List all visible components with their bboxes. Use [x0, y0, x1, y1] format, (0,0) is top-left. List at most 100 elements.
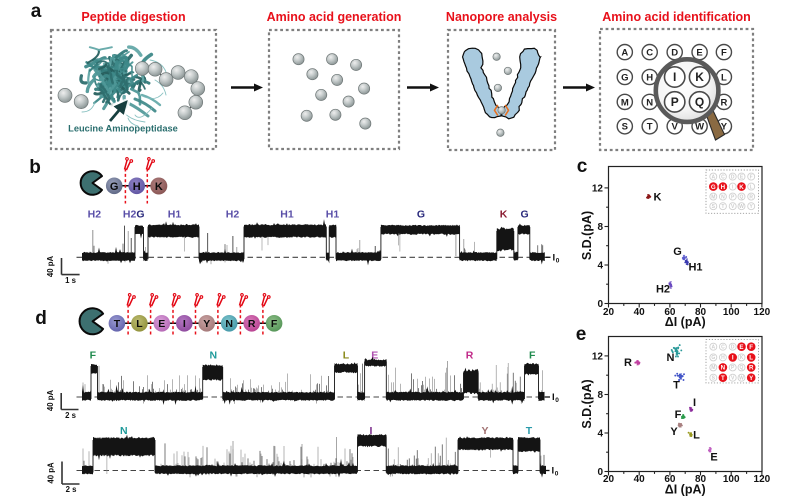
svg-text:E: E	[740, 174, 744, 180]
svg-text:H2: H2	[656, 284, 670, 296]
svg-text:M: M	[621, 97, 629, 108]
svg-text:Amino acid generation: Amino acid generation	[267, 10, 402, 24]
svg-text:D: D	[731, 345, 735, 351]
svg-text:W: W	[739, 204, 744, 210]
svg-text:H2G: H2G	[123, 208, 145, 220]
svg-text:A: A	[621, 48, 628, 59]
svg-text:Q: Q	[695, 95, 704, 109]
svg-text:I: I	[553, 252, 556, 263]
svg-text:H: H	[646, 72, 653, 83]
svg-text:T: T	[114, 318, 121, 330]
svg-text:G: G	[521, 208, 529, 220]
svg-text:Leucine Aminopeptidase: Leucine Aminopeptidase	[68, 124, 178, 134]
svg-text:G: G	[673, 246, 682, 258]
svg-text:S: S	[712, 376, 716, 382]
svg-text:120: 120	[754, 307, 771, 318]
svg-text:ΔI (pA): ΔI (pA)	[665, 315, 706, 329]
svg-text:H1: H1	[280, 208, 294, 220]
svg-text:E: E	[739, 344, 743, 351]
svg-text:M: M	[711, 365, 715, 371]
svg-text:G: G	[711, 184, 716, 191]
svg-text:ΔI (pA): ΔI (pA)	[665, 483, 706, 497]
svg-text:C: C	[721, 345, 725, 351]
svg-text:G: G	[711, 355, 715, 361]
svg-text:N: N	[225, 318, 233, 330]
svg-text:8: 8	[597, 390, 603, 401]
svg-text:S: S	[712, 204, 716, 210]
svg-text:K: K	[695, 70, 704, 84]
svg-text:T: T	[721, 204, 724, 210]
svg-text:N: N	[667, 352, 675, 364]
svg-text:Q: Q	[740, 365, 744, 371]
svg-text:F: F	[529, 350, 536, 362]
svg-text:120: 120	[754, 474, 771, 485]
svg-text:H2: H2	[226, 208, 240, 220]
svg-text:80: 80	[695, 474, 707, 485]
svg-text:R: R	[720, 97, 727, 108]
svg-text:H: H	[721, 184, 726, 191]
svg-text:0: 0	[555, 471, 559, 478]
svg-text:0: 0	[556, 257, 560, 264]
svg-text:Y: Y	[721, 122, 728, 133]
svg-text:W: W	[739, 376, 744, 382]
svg-text:N: N	[721, 194, 725, 200]
svg-text:H: H	[721, 355, 725, 361]
svg-text:F: F	[721, 48, 727, 59]
svg-text:R: R	[624, 357, 632, 369]
svg-text:V: V	[731, 376, 735, 382]
svg-text:K: K	[155, 181, 163, 193]
svg-text:M: M	[711, 194, 715, 200]
svg-text:L: L	[750, 184, 753, 190]
svg-text:T: T	[721, 375, 725, 382]
svg-text:P: P	[731, 194, 735, 200]
svg-text:I: I	[732, 355, 734, 362]
svg-text:F: F	[675, 409, 682, 421]
svg-text:T: T	[673, 380, 680, 392]
svg-text:H2: H2	[88, 208, 102, 220]
svg-text:4: 4	[597, 429, 603, 440]
svg-text:40 pA: 40 pA	[46, 390, 55, 412]
svg-text:I: I	[732, 184, 734, 190]
svg-text:T: T	[647, 122, 653, 133]
svg-text:2 s: 2 s	[65, 411, 77, 420]
svg-text:L: L	[693, 430, 700, 442]
svg-text:K: K	[740, 355, 744, 361]
svg-text:a: a	[31, 1, 42, 22]
svg-text:40 pA: 40 pA	[47, 462, 56, 484]
svg-text:12: 12	[592, 351, 604, 362]
svg-text:G: G	[110, 181, 119, 193]
svg-text:N: N	[210, 350, 218, 362]
svg-text:60: 60	[664, 307, 676, 318]
svg-text:I: I	[183, 318, 186, 330]
svg-text:Y: Y	[749, 375, 754, 382]
svg-text:d: d	[35, 308, 47, 329]
svg-text:D: D	[731, 174, 735, 180]
svg-text:L: L	[343, 350, 350, 362]
svg-text:12: 12	[592, 183, 604, 194]
svg-text:e: e	[576, 324, 587, 345]
svg-text:Y: Y	[750, 204, 754, 210]
svg-text:I: I	[370, 425, 373, 437]
svg-text:V: V	[672, 122, 679, 133]
svg-text:P: P	[731, 365, 735, 371]
svg-text:0: 0	[555, 397, 559, 404]
svg-text:F: F	[90, 350, 97, 362]
svg-text:0: 0	[597, 299, 603, 310]
svg-text:Peptide digestion: Peptide digestion	[81, 10, 185, 24]
svg-text:S.D.(pA): S.D.(pA)	[580, 211, 594, 260]
svg-text:V: V	[731, 204, 735, 210]
svg-text:D: D	[671, 48, 678, 59]
svg-text:E: E	[371, 350, 378, 362]
svg-text:N: N	[120, 425, 128, 437]
svg-text:c: c	[577, 156, 588, 177]
svg-text:E: E	[710, 452, 717, 464]
svg-text:Y: Y	[203, 318, 210, 330]
svg-text:T: T	[526, 425, 533, 437]
svg-text:40: 40	[634, 474, 646, 485]
svg-text:S: S	[622, 122, 628, 133]
svg-text:R: R	[248, 318, 256, 330]
svg-text:K: K	[739, 184, 744, 191]
svg-text:H1: H1	[168, 208, 182, 220]
svg-text:100: 100	[723, 474, 740, 485]
svg-text:80: 80	[695, 307, 707, 318]
